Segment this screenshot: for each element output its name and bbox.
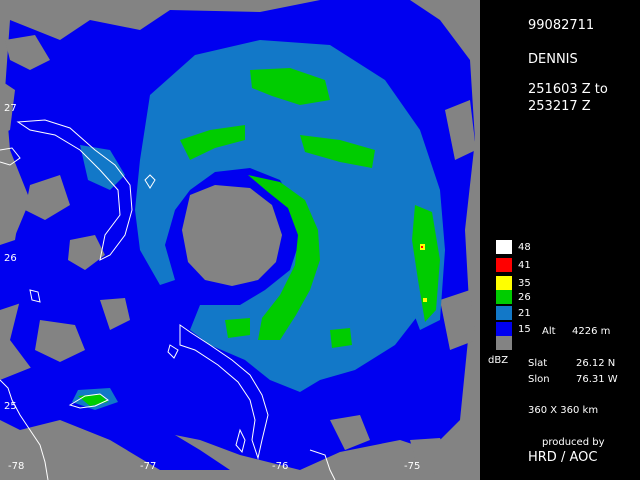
lon-label-75: -75 — [404, 461, 421, 472]
slat-value: 26.12 N — [576, 358, 616, 369]
legend-item-35: 35 — [496, 276, 576, 290]
legend-item-none — [496, 336, 576, 350]
legend-item-21: 21 — [496, 306, 576, 320]
credits-line1: produced by — [542, 437, 605, 448]
lon-label-76: -76 — [272, 461, 289, 472]
legend-value: 48 — [518, 242, 531, 253]
lon-label-77: -77 — [140, 461, 157, 472]
lat-label-25: 25 — [4, 401, 17, 412]
slon-value: 76.31 W — [576, 374, 618, 385]
coastlines — [0, 119, 336, 480]
storm-name: DENNIS — [528, 52, 578, 67]
legend-item-15: 15 — [496, 322, 636, 336]
radar-id: 99082711 — [528, 18, 595, 33]
legend-swatch — [496, 306, 512, 320]
legend-value: 41 — [518, 260, 531, 271]
storm-eye — [182, 185, 282, 286]
legend-swatch — [496, 322, 512, 336]
radar-map: 27 26 25 -78 -77 -76 -75 — [0, 0, 480, 480]
time-range-line1: 251603 Z to — [528, 82, 608, 97]
legend-value: 35 — [518, 278, 531, 289]
lon-label-78: -78 — [8, 461, 25, 472]
legend-item-26: 26 — [496, 290, 576, 304]
legend-value: 26 — [518, 292, 531, 303]
time-range-line2: 253217 Z — [528, 99, 591, 114]
radar-reflectivity-image — [0, 0, 475, 480]
legend-item-41: 41 — [496, 258, 576, 272]
alt-value: 4226 m — [572, 326, 611, 337]
echo-15-region-sw — [0, 360, 230, 470]
alt-label: Alt — [542, 326, 556, 337]
info-panel: 99082711 DENNIS 251603 Z to 253217 Z 48 … — [480, 0, 640, 480]
echo-26-region — [248, 175, 320, 340]
legend-swatch — [496, 290, 512, 304]
legend-value: 21 — [518, 308, 531, 319]
legend-item-48: 48 — [496, 240, 576, 254]
lat-label-26: 26 — [4, 253, 17, 264]
lat-label-27: 27 — [4, 103, 17, 114]
legend-swatch — [496, 276, 512, 290]
credits-line2: HRD / AOC — [528, 450, 598, 465]
slon-label: Slon — [528, 374, 550, 385]
legend-value: 15 — [518, 324, 531, 335]
slat-label: Slat — [528, 358, 548, 369]
legend-swatch — [496, 336, 512, 350]
legend-swatch — [496, 240, 512, 254]
domain-size: 360 X 360 km — [528, 405, 599, 416]
legend-swatch — [496, 258, 512, 272]
dbz-unit-label: dBZ — [488, 355, 509, 366]
echo-21-region — [135, 40, 445, 392]
